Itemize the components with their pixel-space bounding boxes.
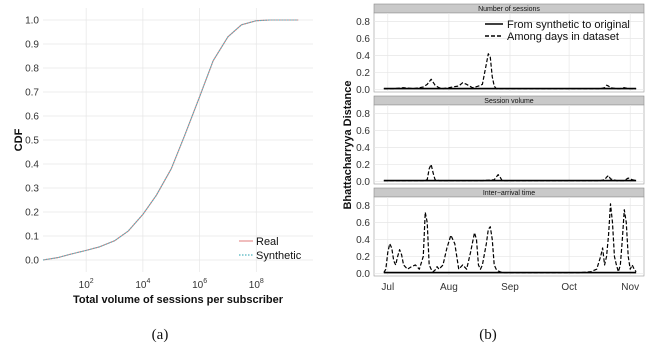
distance-y-tick-label: 0.4 [356, 235, 370, 246]
distance-y-tick-label: 0.2 [356, 68, 370, 79]
distance-y-tick-label: 0.2 [356, 252, 370, 263]
cdf-y-tick-label: 0.5 [25, 136, 39, 147]
panel-plot-area [373, 12, 645, 93]
cdf-chart: 0.0 0.1 0.2 0.3 0.4 0.5 0.6 0.7 0.8 0.9 1.0 102 104… [13, 8, 313, 306]
panel-title: Number of sessions [478, 6, 540, 13]
panel-plot-area [373, 104, 645, 185]
cdf-y-tick-label: 0.6 [25, 112, 39, 123]
distance-x-tick-label: Nov [621, 282, 639, 293]
cdf-y-tick-label: 0.7 [25, 88, 39, 99]
distance-x-ticks: Jul Aug Sep Oct Nov [381, 282, 639, 293]
cdf-y-ticks: 0.0 0.1 0.2 0.3 0.4 0.5 0.6 0.7 0.8 0.9 1.0 [25, 16, 39, 267]
panel-title: Inter−arrival time [483, 190, 535, 197]
cdf-x-tick-label: 106 [192, 278, 207, 291]
distance-y-tick-label: 0.0 [356, 177, 370, 188]
panel-title: Session volume [484, 98, 534, 105]
distance-x-tick-label: Jul [381, 282, 394, 293]
cdf-series-lines [42, 19, 299, 261]
series-among-days [383, 203, 637, 274]
cdf-legend: Real Synthetic [239, 236, 302, 262]
cdf-x-ticks: 102 104 106 108 [79, 278, 264, 291]
distance-chart: Number of sessions0.00.20.40.60.8Session… [342, 3, 645, 293]
distance-legend: From synthetic to original Among days in… [485, 19, 630, 43]
cdf-y-tick-label: 0.1 [25, 232, 39, 243]
caption-b: (b) [479, 327, 497, 343]
distance-x-tick-label: Sep [501, 282, 519, 293]
cdf-y-tick-label: 0.2 [25, 208, 39, 219]
distance-panel: Inter−arrival time 0.0 0.2 0.4 0.6 0.8 [356, 187, 645, 280]
distance-panel: Number of sessions 0.0 0.2 0.4 0.6 0.8 [356, 3, 645, 96]
distance-y-axis-title: Bhattacharryya Distance [342, 80, 354, 209]
distance-x-tick-label: Oct [561, 282, 577, 293]
distance-panels: Number of sessions0.00.20.40.60.8Session… [356, 3, 645, 280]
cdf-series-synthetic [42, 19, 299, 261]
cdf-y-tick-label: 0.8 [25, 64, 39, 75]
distance-y-tick-label: 0.2 [356, 160, 370, 171]
series-among-days [383, 53, 637, 90]
legend-label-among-days: Among days in dataset [507, 31, 619, 43]
cdf-x-tick-label: 104 [135, 278, 150, 291]
distance-y-tick-label: 0.4 [356, 143, 370, 154]
cdf-x-axis-title: Total volume of sessions per subscriber [73, 294, 284, 306]
series-among-days [383, 163, 637, 182]
legend-label-real: Real [256, 236, 279, 248]
cdf-y-tick-label: 1.0 [25, 16, 39, 27]
distance-y-tick-label: 0.6 [356, 34, 370, 45]
distance-y-tick-label: 0.8 [356, 17, 370, 28]
cdf-y-tick-label: 0.3 [25, 184, 39, 195]
distance-panel: Session volume 0.0 0.2 0.4 0.6 0.8 [356, 95, 645, 188]
distance-y-tick-label: 0.8 [356, 109, 370, 120]
caption-a: (a) [152, 327, 169, 343]
distance-y-tick-label: 0.6 [356, 126, 370, 137]
distance-y-tick-label: 0.8 [356, 201, 370, 212]
distance-y-tick-label: 0.0 [356, 269, 370, 280]
cdf-y-axis-title: CDF [13, 128, 25, 151]
cdf-y-tick-label: 0.9 [25, 40, 39, 51]
distance-x-tick-label: Aug [440, 282, 458, 293]
distance-y-tick-label: 0.6 [356, 218, 370, 229]
distance-y-tick-label: 0.0 [356, 85, 370, 96]
legend-label-synthetic-to-original: From synthetic to original [507, 19, 630, 31]
legend-label-synthetic: Synthetic [256, 250, 302, 262]
distance-y-tick-label: 0.4 [356, 51, 370, 62]
panel-plot-area [373, 196, 645, 277]
cdf-y-tick-label: 0.0 [25, 256, 39, 267]
cdf-x-tick-label: 102 [79, 278, 94, 291]
cdf-x-tick-label: 108 [249, 278, 264, 291]
cdf-y-tick-label: 0.4 [25, 160, 39, 171]
